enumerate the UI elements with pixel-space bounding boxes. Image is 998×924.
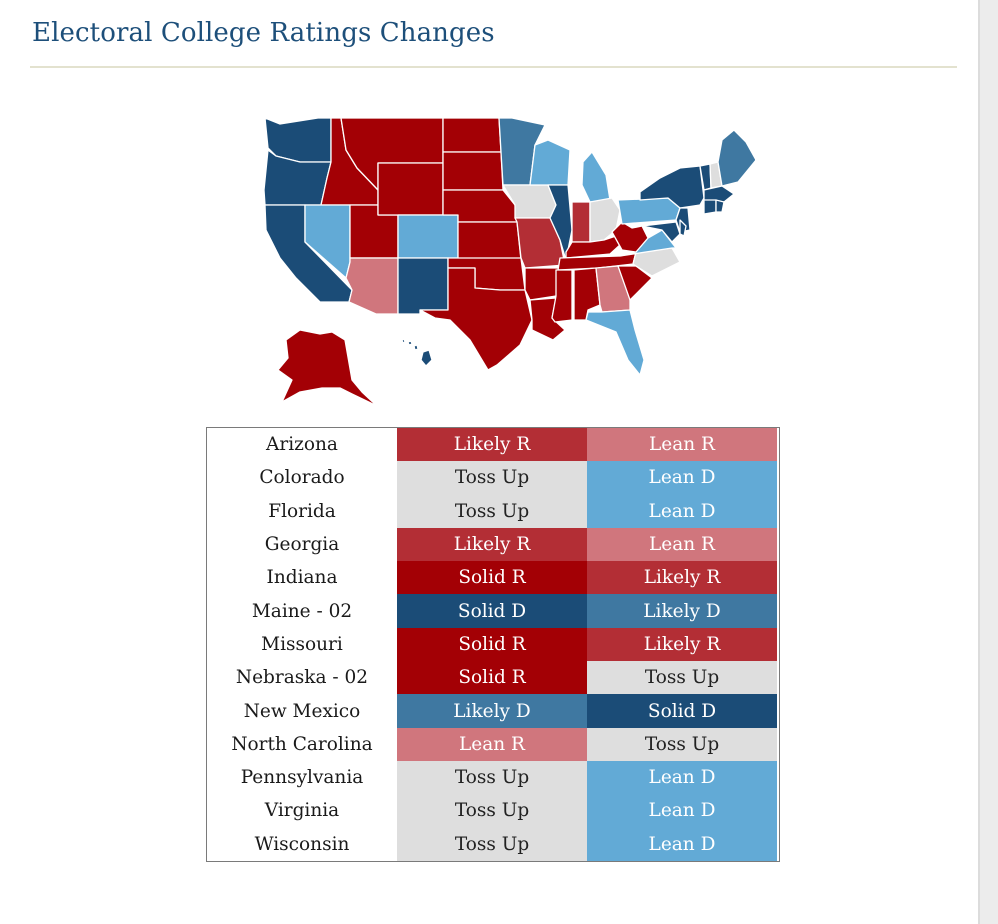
table-row: Florida Toss Up Lean D (207, 494, 779, 528)
state-name-cell: Florida (268, 500, 336, 522)
state-name-cell: Wisconsin (254, 833, 350, 855)
state-in (571, 201, 591, 243)
state-ak (277, 329, 378, 407)
us-electoral-map (263, 117, 755, 407)
previous-rating-cell: Toss Up (397, 494, 587, 528)
title-divider (30, 66, 957, 68)
new-rating-cell: Lean D (587, 461, 777, 495)
state-name-cell: Arizona (266, 434, 338, 456)
state-ar (524, 267, 561, 301)
page-title: Electoral College Ratings Changes (32, 18, 495, 48)
new-rating-cell: Lean R (587, 527, 777, 562)
state-pa (617, 197, 681, 225)
table-row: Indiana Solid R Likely R (207, 561, 779, 595)
previous-rating-cell: Likely R (397, 428, 587, 462)
state-wi (529, 139, 571, 186)
article-card: Electoral College Ratings Changes (0, 0, 978, 924)
new-rating-cell: Solid D (587, 694, 777, 728)
state-ct (703, 199, 717, 215)
state-md (641, 221, 681, 243)
state-name-cell: Georgia (264, 534, 340, 556)
state-name-cell: Maine - 02 (251, 600, 353, 622)
state-nd (442, 117, 502, 153)
new-rating-cell: Lean D (587, 494, 777, 528)
state-mi (581, 151, 611, 203)
state-fl (585, 309, 645, 376)
state-hi (401, 338, 433, 367)
previous-rating-cell: Toss Up (397, 461, 587, 495)
new-rating-cell: Likely R (587, 627, 777, 662)
table-row: Nebraska - 02 Solid R Toss Up (207, 661, 779, 695)
ratings-table: Arizona Likely R Lean R Colorado Toss Up Lean… (206, 427, 780, 862)
new-rating-cell: Toss Up (587, 661, 777, 695)
state-ks (457, 221, 522, 261)
new-rating-cell: Lean D (587, 827, 777, 861)
new-rating-cell: Toss Up (587, 727, 777, 761)
previous-rating-cell: Toss Up (397, 827, 587, 861)
state-me (717, 129, 755, 187)
table-row: Wisconsin Toss Up Lean D (207, 827, 779, 861)
new-rating-cell: Likely D (587, 594, 777, 628)
new-rating-cell: Likely R (587, 561, 777, 595)
state-de (679, 219, 687, 237)
new-rating-cell: Lean R (587, 428, 777, 462)
previous-rating-cell: Lean R (397, 727, 587, 761)
state-name-cell: Colorado (259, 467, 345, 489)
state-az (345, 257, 399, 315)
state-name-cell: Pennsylvania (240, 767, 364, 789)
state-wy (377, 162, 444, 216)
table-row: Missouri Solid R Likely R (207, 627, 779, 662)
table-row: Maine - 02 Solid D Likely D (207, 594, 779, 628)
state-name-cell: Indiana (266, 567, 338, 589)
state-il (547, 184, 573, 261)
table-row: North Carolina Lean R Toss Up (207, 727, 779, 761)
table-row: Pennsylvania Toss Up Lean D (207, 760, 779, 795)
new-rating-cell: Lean D (587, 760, 777, 795)
state-name-cell: New Mexico (243, 700, 361, 722)
state-sd (442, 151, 504, 191)
table-row: Georgia Likely R Lean R (207, 527, 779, 562)
state-sc (617, 265, 653, 301)
state-co (397, 214, 459, 259)
state-name-cell: Nebraska - 02 (235, 667, 369, 689)
state-name-cell: Missouri (261, 633, 343, 655)
new-rating-cell: Lean D (587, 794, 777, 828)
previous-rating-cell: Solid D (397, 594, 587, 628)
state-nm (397, 257, 449, 315)
table-row: Arizona Likely R Lean R (207, 428, 779, 462)
state-ny (639, 165, 705, 209)
state-tx (419, 267, 533, 371)
previous-rating-cell: Toss Up (397, 794, 587, 828)
page-edge (978, 0, 980, 924)
previous-rating-cell: Solid R (397, 561, 587, 595)
table-row: New Mexico Likely D Solid D (207, 694, 779, 728)
previous-rating-cell: Likely D (397, 694, 587, 728)
state-ma (703, 185, 735, 203)
previous-rating-cell: Likely R (397, 527, 587, 562)
previous-rating-cell: Toss Up (397, 760, 587, 795)
state-ri (715, 199, 725, 213)
state-name-cell: Virginia (264, 800, 340, 822)
previous-rating-cell: Solid R (397, 627, 587, 662)
state-ms (551, 269, 573, 323)
state-name-cell: North Carolina (231, 733, 373, 755)
table-row: Virginia Toss Up Lean D (207, 794, 779, 828)
table-row: Colorado Toss Up Lean D (207, 461, 779, 495)
previous-rating-cell: Solid R (397, 661, 587, 695)
